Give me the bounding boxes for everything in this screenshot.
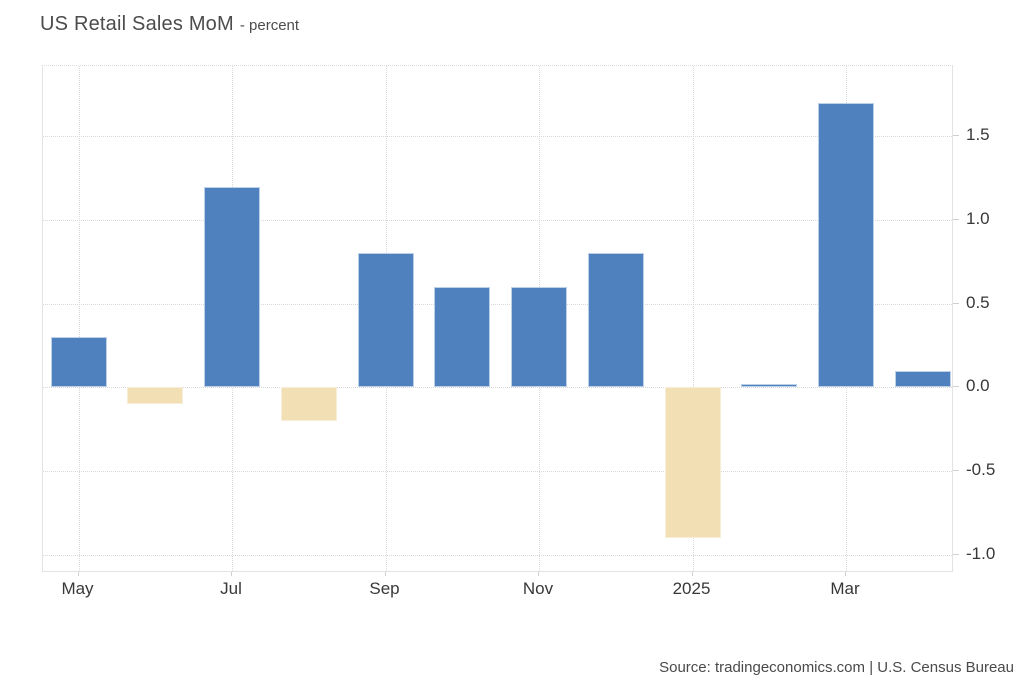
x-axis-tick xyxy=(538,572,539,576)
x-axis-label: Sep xyxy=(369,579,400,598)
bar-Jul[interactable] xyxy=(204,186,260,388)
gridline-horizontal xyxy=(43,219,952,221)
y-axis-label: 0.0 xyxy=(966,376,990,396)
bar-2025[interactable] xyxy=(664,387,721,538)
y-axis-label: 0.5 xyxy=(966,292,990,312)
y-axis-label: -0.5 xyxy=(966,459,996,479)
y-axis-tick xyxy=(953,302,959,304)
gridline-horizontal xyxy=(43,136,952,138)
bar-Aug[interactable] xyxy=(280,387,337,421)
y-axis-label: 1.5 xyxy=(966,125,990,145)
y-axis-label: -1.0 xyxy=(966,543,996,563)
bar-Mar[interactable] xyxy=(818,102,874,388)
bar-Dec[interactable] xyxy=(587,253,644,388)
y-axis-tick xyxy=(953,218,959,220)
x-axis-tick xyxy=(691,572,693,576)
chart-header: US Retail Sales MoM - percent xyxy=(40,13,299,36)
bar-Feb[interactable] xyxy=(741,383,798,388)
gridline-horizontal xyxy=(43,303,952,305)
y-axis-tick xyxy=(953,135,959,137)
chart-title: US Retail Sales MoM xyxy=(40,13,234,35)
x-axis-tick xyxy=(384,572,386,576)
y-axis-tick xyxy=(953,469,959,471)
x-axis-label: Nov xyxy=(522,579,554,598)
bar-Oct[interactable] xyxy=(434,286,491,388)
gridline-vertical xyxy=(692,66,694,571)
bar-Sep[interactable] xyxy=(357,253,414,388)
source-attribution: Source: tradingeconomics.com | U.S. Cens… xyxy=(659,659,1014,676)
gridline-horizontal xyxy=(43,554,952,556)
gridline-horizontal xyxy=(43,387,952,389)
x-axis-label: May xyxy=(61,579,94,598)
chart-subtitle: - percent xyxy=(239,17,300,34)
x-axis-tick xyxy=(77,572,79,576)
x-axis-label: Jul xyxy=(220,579,242,598)
bar-Apr[interactable] xyxy=(894,370,951,388)
y-axis-tick xyxy=(953,553,959,555)
x-axis-label: Mar xyxy=(830,579,860,598)
gridline-horizontal xyxy=(43,470,952,472)
y-axis-tick xyxy=(953,386,959,388)
plot-area xyxy=(42,65,953,572)
bar-Jun[interactable] xyxy=(127,387,184,404)
x-axis-tick xyxy=(845,572,846,576)
gridline-vertical xyxy=(78,66,80,571)
x-axis-label: 2025 xyxy=(672,579,711,598)
y-axis-label: 1.0 xyxy=(966,208,990,228)
x-axis-tick xyxy=(231,572,232,576)
bar-May[interactable] xyxy=(50,337,107,388)
bar-Nov[interactable] xyxy=(511,286,567,388)
